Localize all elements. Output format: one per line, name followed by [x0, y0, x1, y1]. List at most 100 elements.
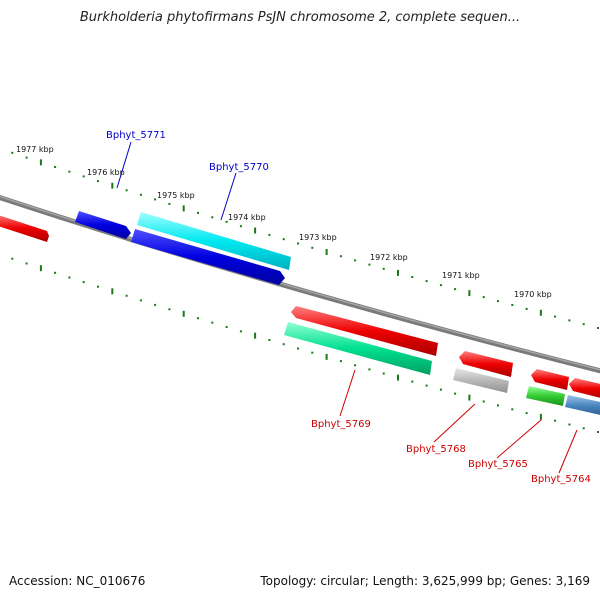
minor-tick: [211, 216, 214, 219]
minor-tick: [25, 262, 28, 265]
minor-tick: [297, 347, 299, 350]
reverse-leaders: [339, 369, 578, 474]
minor-tick: [82, 281, 85, 284]
minor-tick: [297, 242, 299, 245]
minor-tick: [54, 166, 57, 168]
scale-label-1976: 1976 kbp: [87, 168, 125, 177]
major-tick: [182, 205, 185, 212]
minor-tick: [268, 339, 271, 341]
minor-tick: [225, 220, 228, 223]
major-tick: [468, 394, 471, 401]
gene-label-Bphyt_5765[interactable]: Bphyt_5765: [468, 459, 528, 470]
minor-tick: [568, 423, 571, 426]
major-tick: [39, 159, 42, 166]
outer-tick-row: [11, 151, 599, 329]
minor-tick: [68, 276, 71, 279]
minor-tick: [525, 412, 528, 415]
minor-tick: [197, 317, 199, 320]
gene-Bphyt_5764[interactable]: [565, 395, 600, 416]
minor-tick: [597, 431, 599, 433]
minor-tick: [368, 263, 371, 266]
minor-tick: [154, 303, 157, 306]
minor-tick: [382, 267, 385, 270]
minor-tick: [97, 285, 99, 288]
minor-tick: [482, 296, 485, 299]
gene-label-Bphyt_5768[interactable]: Bphyt_5768: [406, 444, 466, 455]
scale-labels: 1977 kbp 1976 kbp 1975 kbp 1974 kbp 1973…: [16, 145, 552, 299]
minor-tick: [139, 299, 142, 302]
minor-tick: [368, 368, 371, 371]
minor-tick: [425, 384, 428, 387]
minor-tick: [239, 225, 242, 228]
gene-red-left-edge[interactable]: [0, 214, 49, 242]
gene-label-Bphyt_5770[interactable]: Bphyt_5770: [209, 162, 269, 173]
gene-Bphyt_5771[interactable]: [75, 211, 131, 239]
minor-tick: [554, 315, 557, 318]
minor-tick: [139, 193, 142, 196]
gene-Bphyt_5768[interactable]: [453, 368, 509, 393]
major-tick: [111, 182, 114, 189]
minor-tick: [382, 372, 385, 375]
scale-label-1971: 1971 kbp: [442, 271, 480, 280]
minor-tick: [339, 360, 342, 363]
gene-red-right-edge[interactable]: [569, 378, 600, 399]
minor-tick: [97, 180, 99, 183]
gene-red-5768-upper[interactable]: [459, 351, 513, 377]
minor-tick: [454, 392, 457, 395]
minor-tick: [282, 238, 285, 241]
minor-tick: [497, 300, 499, 303]
gene-Bphyt_5765[interactable]: [526, 386, 565, 406]
topology-text: Topology: circular; Length: 3,625,999 bp…: [260, 574, 590, 588]
minor-tick: [582, 323, 585, 326]
minor-tick: [239, 330, 242, 333]
gene-blue-lower[interactable]: [131, 229, 285, 285]
minor-tick: [439, 388, 442, 391]
major-tick: [397, 374, 399, 381]
minor-tick: [354, 259, 357, 262]
major-tick: [182, 310, 185, 317]
minor-tick: [125, 294, 128, 297]
gene-Bphyt_5770[interactable]: [137, 212, 291, 270]
forward-leaders: [116, 141, 237, 221]
minor-tick: [454, 288, 457, 291]
gene-label-Bphyt_5771[interactable]: Bphyt_5771: [106, 130, 166, 141]
minor-tick: [525, 307, 528, 310]
major-tick: [325, 353, 328, 360]
minor-tick: [282, 343, 285, 346]
scale-label-1974: 1974 kbp: [228, 213, 266, 222]
accession-text: Accession: NC_010676: [9, 574, 146, 588]
scale-label-1975: 1975 kbp: [157, 191, 195, 200]
gene-red-5769-upper[interactable]: [291, 306, 438, 356]
minor-tick: [354, 364, 357, 367]
minor-tick: [168, 202, 171, 205]
gene-label-Bphyt_5764[interactable]: Bphyt_5764: [531, 474, 591, 485]
gene-label-Bphyt_5769[interactable]: Bphyt_5769: [311, 419, 371, 430]
minor-tick: [11, 151, 14, 154]
major-tick: [397, 269, 399, 276]
minor-tick: [211, 321, 214, 324]
minor-tick: [482, 400, 485, 403]
minor-tick: [197, 211, 199, 214]
minor-tick: [511, 304, 514, 306]
major-tick: [111, 288, 114, 295]
minor-tick: [11, 257, 14, 260]
scale-label-1973: 1973 kbp: [299, 233, 337, 242]
major-tick: [39, 265, 42, 272]
scale-label-1970: 1970 kbp: [514, 290, 552, 299]
gene-red-5765-upper[interactable]: [531, 369, 569, 390]
gene-Bphyt_5769[interactable]: [284, 322, 432, 375]
minor-tick: [168, 308, 171, 311]
minor-tick: [411, 276, 414, 278]
minor-tick: [554, 419, 557, 422]
minor-tick: [582, 427, 585, 430]
map-title: Burkholderia phytofirmans PsJN chromosom…: [79, 10, 521, 25]
minor-tick: [25, 156, 28, 159]
minor-tick: [511, 408, 514, 411]
minor-tick: [597, 327, 599, 329]
minor-tick: [311, 246, 314, 249]
minor-tick: [311, 351, 314, 354]
minor-tick: [411, 380, 414, 383]
minor-tick: [425, 280, 428, 283]
scale-label-1977: 1977 kbp: [16, 145, 54, 154]
